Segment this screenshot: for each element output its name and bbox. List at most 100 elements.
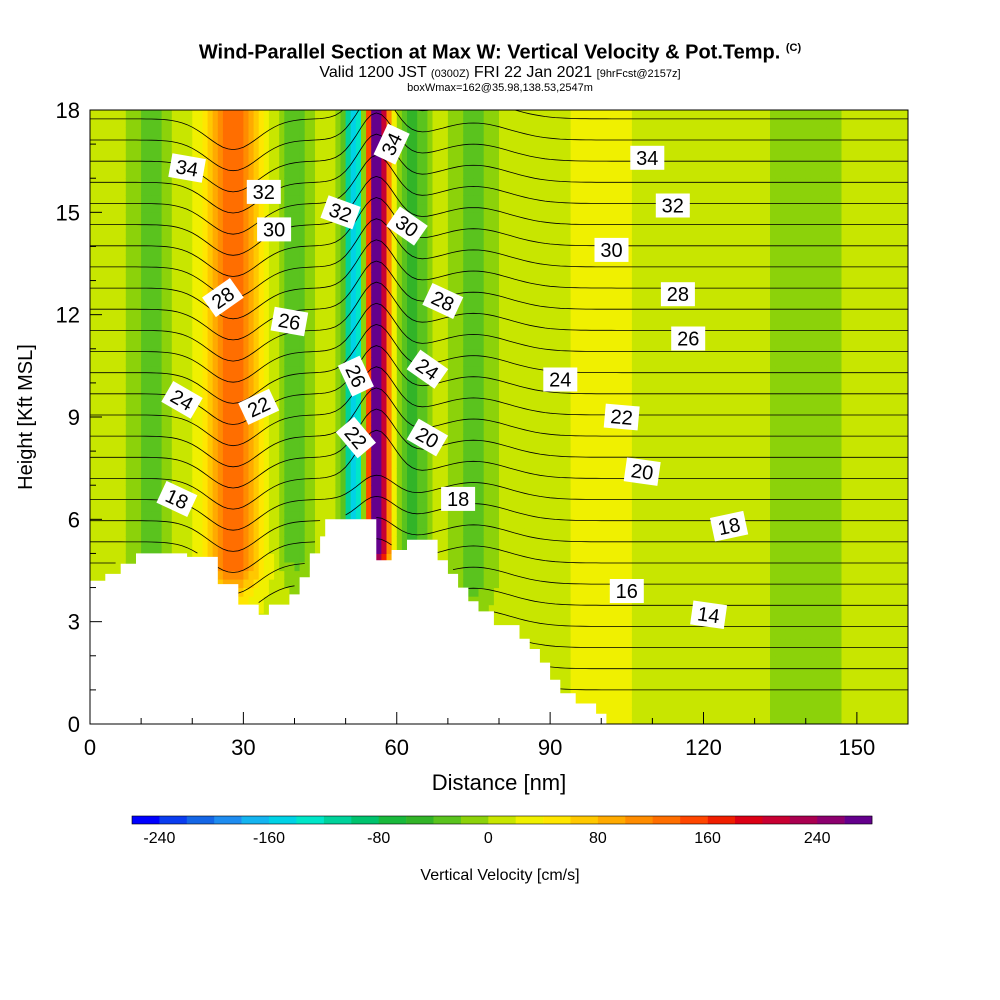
velocity-cell	[371, 246, 377, 256]
velocity-cell	[176, 246, 183, 256]
velocity-cell	[263, 144, 270, 154]
velocity-cell	[166, 161, 173, 171]
velocity-cell	[156, 118, 163, 128]
velocity-cell	[141, 493, 147, 503]
velocity-cell	[238, 306, 244, 316]
velocity-cell	[371, 408, 377, 418]
velocity-cell	[187, 212, 193, 222]
velocity-cell	[238, 340, 244, 350]
velocity-cell	[130, 451, 137, 461]
velocity-cell	[212, 272, 219, 282]
velocity-cell	[361, 152, 367, 162]
velocity-cell	[294, 451, 301, 461]
velocity-cell	[192, 425, 198, 435]
velocity-cell	[330, 374, 336, 384]
velocity-cell	[141, 502, 147, 512]
velocity-cell	[207, 357, 214, 367]
velocity-cell	[361, 229, 367, 239]
velocity-cell	[182, 255, 188, 265]
velocity-cell	[407, 169, 413, 179]
velocity-cell	[401, 382, 408, 392]
velocity-cell	[212, 110, 219, 120]
velocity-cell	[233, 536, 239, 546]
velocity-cell	[284, 331, 290, 341]
velocity-cell	[325, 502, 331, 512]
velocity-cell	[151, 306, 157, 316]
velocity-cell	[156, 519, 163, 529]
velocity-cell	[125, 544, 132, 554]
velocity-cell	[141, 476, 147, 486]
velocity-cell	[110, 314, 117, 324]
velocity-cell	[253, 272, 260, 282]
velocity-cell	[315, 493, 321, 503]
velocity-cell	[335, 314, 342, 324]
velocity-cell	[166, 272, 173, 282]
velocity-cell	[376, 493, 382, 503]
velocity-cell	[151, 186, 157, 196]
velocity-cell	[182, 220, 188, 230]
velocity-cell	[243, 451, 250, 461]
velocity-cell	[284, 587, 290, 597]
velocity-cell	[345, 272, 352, 282]
velocity-cell	[330, 348, 336, 358]
velocity-cell	[105, 434, 111, 444]
velocity-cell	[171, 203, 178, 213]
velocity-cell	[166, 331, 173, 341]
velocity-cell	[309, 417, 316, 427]
velocity-cell	[228, 451, 234, 461]
velocity-cell	[427, 348, 434, 358]
velocity-cell	[248, 587, 255, 597]
velocity-cell	[171, 289, 178, 299]
velocity-cell	[304, 391, 311, 401]
velocity-cell	[151, 144, 157, 154]
velocity-cell	[294, 195, 301, 205]
velocity-cell	[197, 297, 204, 307]
velocity-cell	[432, 510, 439, 520]
velocity-cell	[320, 161, 326, 171]
velocity-cell	[110, 203, 117, 213]
velocity-cell	[371, 365, 377, 375]
velocity-cell	[136, 306, 142, 316]
velocity-cell	[386, 468, 393, 478]
velocity-cell	[340, 118, 347, 128]
velocity-cell	[401, 519, 408, 529]
velocity-cell	[432, 237, 439, 247]
velocity-cell	[263, 365, 270, 375]
velocity-cell	[437, 519, 444, 529]
velocity-cell	[151, 468, 157, 478]
velocity-cell	[427, 399, 434, 409]
velocity-cell	[151, 289, 157, 299]
velocity-cell	[304, 306, 311, 316]
velocity-cell	[90, 399, 96, 409]
velocity-cell	[299, 519, 306, 529]
velocity-cell	[161, 203, 168, 213]
velocity-cell	[274, 255, 280, 265]
velocity-cell	[432, 255, 439, 265]
velocity-cell	[304, 434, 311, 444]
velocity-cell	[350, 169, 357, 179]
velocity-cell	[90, 357, 96, 367]
velocity-cell	[212, 485, 219, 495]
velocity-cell	[217, 562, 224, 572]
velocity-cell	[207, 144, 214, 154]
velocity-cell	[105, 144, 111, 154]
velocity-cell	[396, 272, 403, 282]
velocity-cell	[361, 323, 367, 333]
velocity-cell	[376, 399, 382, 409]
velocity-cell	[233, 348, 239, 358]
velocity-cell	[197, 493, 204, 503]
velocity-cell	[166, 297, 173, 307]
velocity-cell	[176, 408, 183, 418]
velocity-cell	[309, 212, 316, 222]
velocity-cell	[212, 382, 219, 392]
velocity-cell	[161, 255, 168, 265]
velocity-cell	[192, 476, 198, 486]
velocity-cell	[391, 323, 398, 333]
velocity-cell	[115, 246, 122, 256]
velocity-cell	[345, 152, 352, 162]
velocity-cell	[222, 442, 229, 452]
velocity-cell	[146, 519, 152, 529]
velocity-cell	[350, 186, 357, 196]
velocity-cell	[222, 399, 229, 409]
velocity-cell	[100, 263, 106, 273]
